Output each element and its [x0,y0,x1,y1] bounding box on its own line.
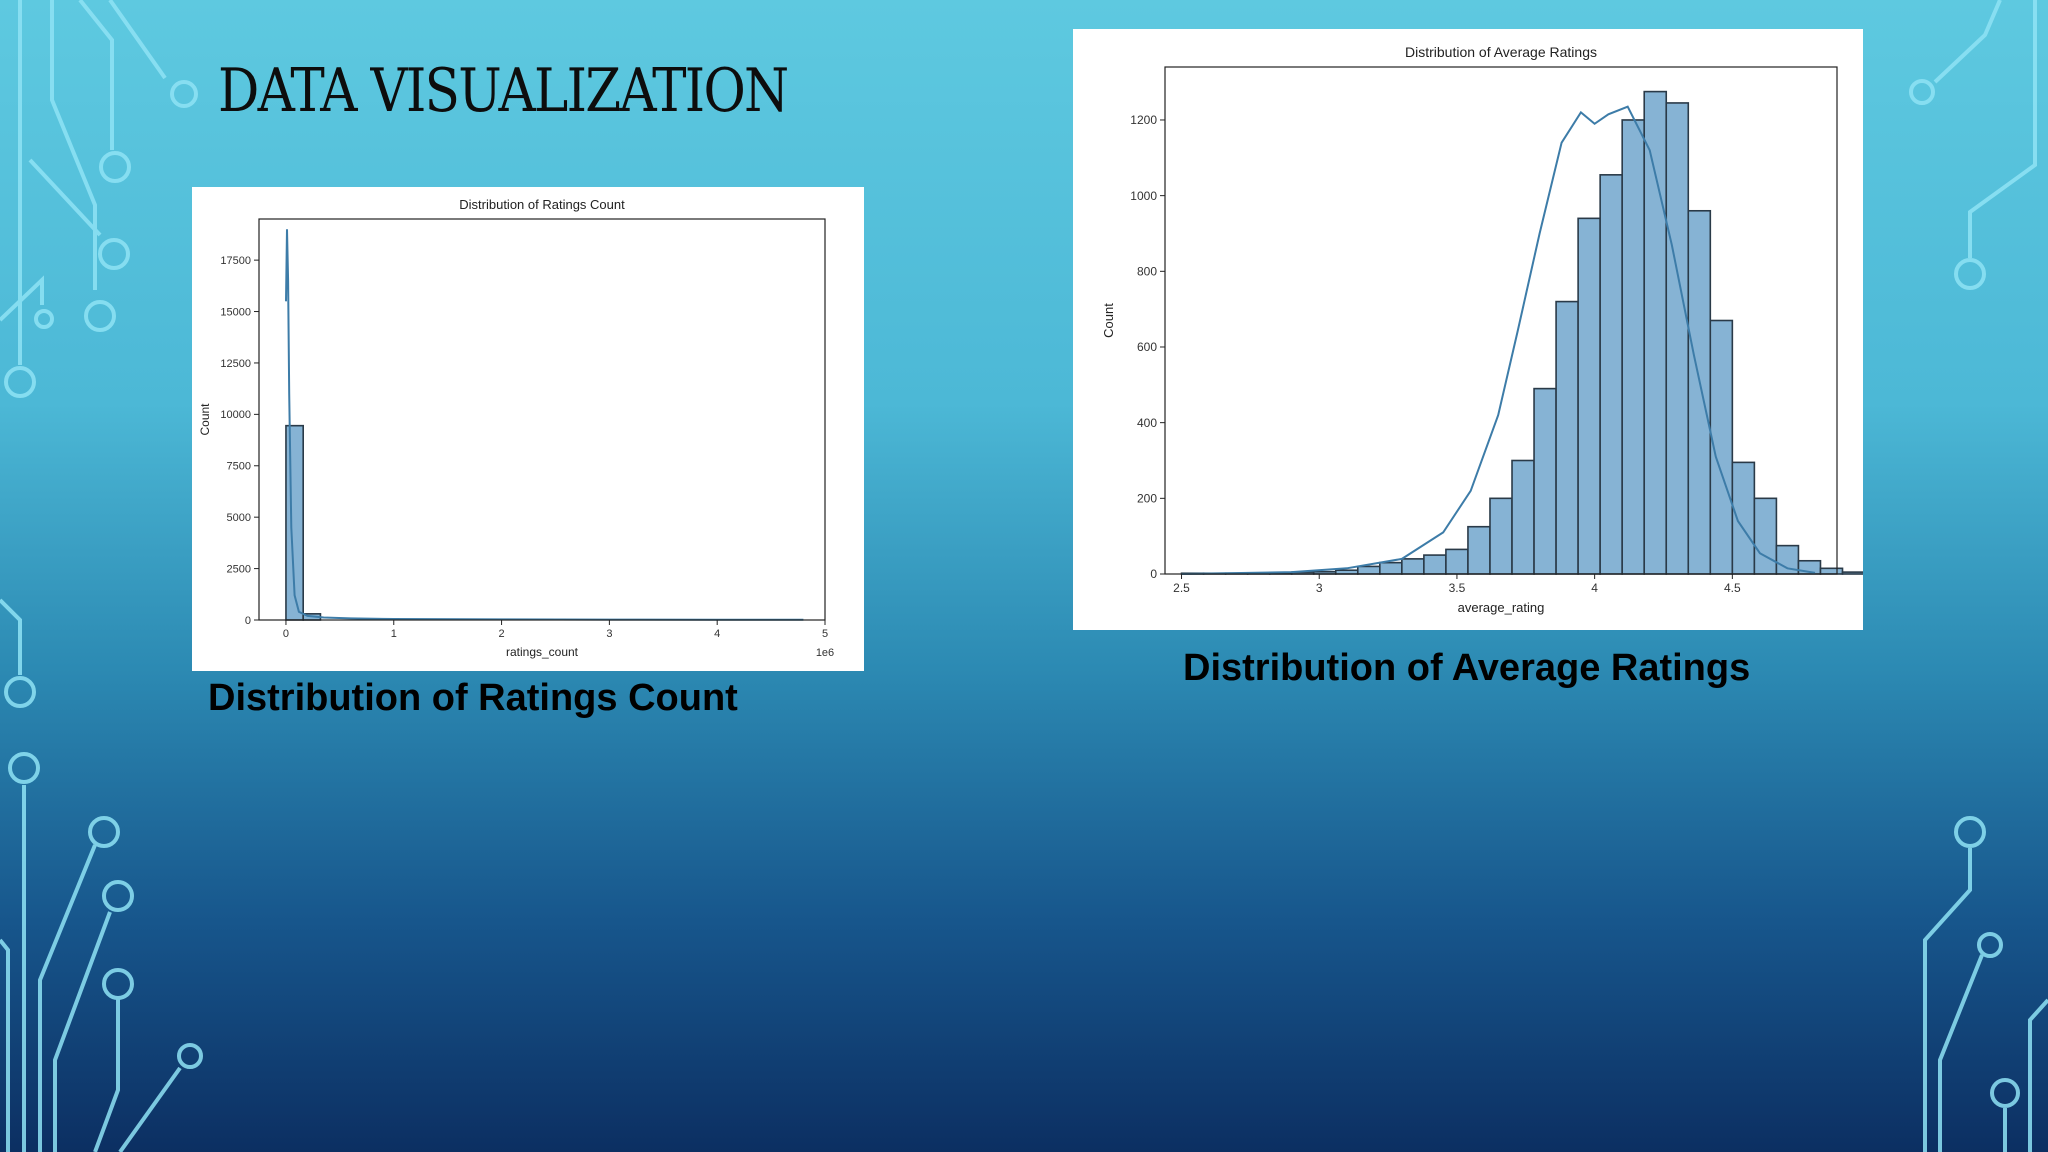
circuit-node [1990,1078,2020,1108]
histogram-bar [1665,102,1690,575]
histogram-bar [1555,300,1579,575]
circuit-trace [118,1066,182,1152]
y-tick-label: 5000 [227,512,251,524]
circuit-node [34,309,54,329]
histogram-bar [1687,209,1712,575]
slide-title: DATA VISUALIZATION [218,56,789,126]
x-offset-label: 1e6 [816,647,834,659]
y-tick-label: 15000 [220,306,251,318]
x-tick-label: 0 [283,628,289,640]
y-tick-label: 600 [1137,340,1157,354]
histogram-bar [1577,217,1601,575]
x-axis-label: ratings_count [506,645,579,659]
y-axis-label: Count [1101,303,1116,338]
circuit-node [8,752,40,784]
histogram-bar [1643,90,1668,575]
x-tick-label: 3 [606,628,612,640]
circuit-node [98,238,130,270]
ratings-count-caption: Distribution of Ratings Count [208,677,738,719]
circuit-node [170,80,198,108]
circuit-node [1909,79,1935,105]
plot-frame [258,218,826,621]
histogram-bar [1819,567,1844,575]
plot-frame [1164,66,1838,575]
y-tick-label: 0 [245,615,251,627]
histogram-bar [1599,174,1623,575]
histogram-bar [1423,554,1447,575]
circuit-trace [1933,0,2002,84]
histogram-bar [1445,548,1469,575]
y-tick-label: 800 [1137,265,1157,279]
kde-curve [285,229,804,621]
circuit-trace [0,275,44,322]
histogram-bar [1379,561,1403,575]
ratings-count-chart: 0 1 2 3 4 5 0 2500 5000 7500 10000 12500 15000 17500 D… [192,187,864,671]
circuit-node [1954,816,1986,848]
circuit-trace [0,598,22,675]
average-ratings-caption: Distribution of Average Ratings [1183,647,1751,689]
histogram-bar [1401,558,1425,575]
y-tick-label: 1000 [1130,189,1157,203]
circuit-node [102,880,134,912]
circuit-trace [53,911,112,1152]
ratings-count-histogram: 0 1 2 3 4 5 0 2500 5000 7500 10000 12500 15000 17500 D… [198,197,834,659]
circuit-trace [50,0,97,290]
kde-curve [1181,105,1816,575]
y-tick-label: 2500 [227,563,251,575]
histogram-bar [1489,497,1513,575]
average-ratings-histogram: 2.5 3 3.5 4 4.5 0 200 400 600 800 1000 1200 Distribu… [1101,44,1863,615]
y-tick-label: 0 [1150,567,1157,581]
circuit-node [4,676,36,708]
histogram-bar [1511,459,1535,575]
y-tick-label: 400 [1137,416,1157,430]
y-tick-label: 200 [1137,492,1157,506]
y-axis-label: Count [198,403,212,436]
x-tick-label: 2 [499,628,505,640]
circuit-node [99,151,131,183]
circuit-node [102,968,134,1000]
circuit-trace [1968,0,2037,258]
x-tick-label: 4.5 [1724,581,1741,595]
histogram-bar [1356,565,1381,575]
circuit-node [84,300,116,332]
histogram-bar [1621,119,1646,575]
x-tick-label: 1 [391,628,397,640]
circuit-trace [1923,848,1972,1152]
circuit-node [1977,932,2003,958]
y-tick-label: 7500 [227,461,251,473]
average-ratings-chart: 2.5 3 3.5 4 4.5 0 200 400 600 800 1000 1200 Distribu… [1073,29,1863,630]
circuit-trace [78,0,114,150]
circuit-node [177,1043,203,1069]
circuit-trace [93,998,120,1152]
circuit-node [88,816,120,848]
x-tick-label: 3 [1316,581,1323,595]
circuit-trace [2028,998,2048,1152]
y-tick-label: 1200 [1130,113,1157,127]
y-tick-label: 12500 [220,358,251,370]
histogram-bar [1753,497,1778,575]
circuit-trace [108,0,167,80]
x-tick-label: 4 [714,628,720,640]
circuit-node [4,366,36,398]
histogram-bar [1731,461,1756,575]
y-tick-label: 17500 [220,255,251,267]
circuit-node [1954,258,1986,290]
histogram-bar [1467,525,1491,575]
x-tick-label: 5 [822,628,828,640]
circuit-trace [28,158,102,237]
circuit-trace [0,938,10,1152]
chart-title: Distribution of Average Ratings [1405,44,1597,60]
x-axis-label: average_rating [1458,600,1545,615]
x-tick-label: 4 [1591,581,1598,595]
histogram-bar [1841,571,1863,575]
y-tick-label: 10000 [220,409,251,421]
histogram-bar [1533,387,1557,575]
x-tick-label: 3.5 [1449,581,1466,595]
circuit-trace [1938,954,1984,1152]
chart-title: Distribution of Ratings Count [459,197,625,212]
circuit-trace [38,844,97,1152]
x-tick-label: 2.5 [1173,581,1190,595]
